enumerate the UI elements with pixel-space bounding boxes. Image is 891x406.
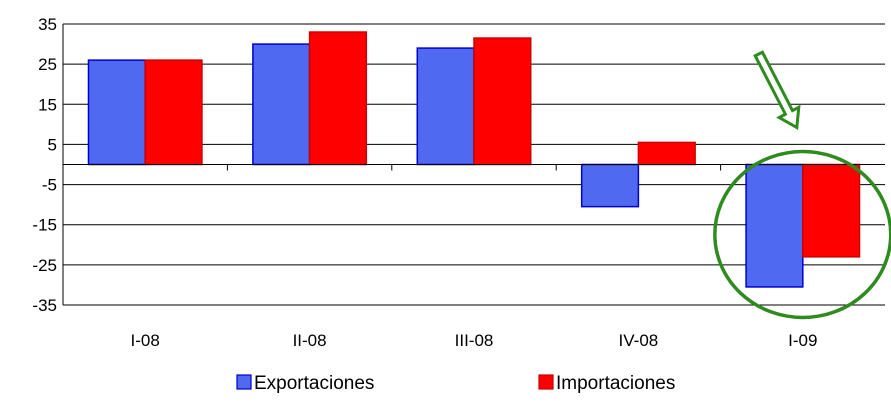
y-tick-label: 15: [38, 95, 57, 114]
bar-importaciones-I-09: [802, 163, 861, 258]
x-tick-label: III-08: [455, 331, 494, 350]
y-tick-label: -5: [42, 176, 57, 195]
bar-importaciones-IV-08: [637, 141, 696, 166]
y-tick-label: 5: [48, 135, 57, 154]
bar-importaciones-I-08: [144, 59, 203, 166]
y-axis-tick-labels: 35 25 15 5 -5 -15 -25 -35: [32, 15, 57, 315]
bar-exportaciones-I-08: [87, 59, 146, 166]
x-axis-tick-labels: I-08 II-08 III-08 IV-08 I-09: [131, 331, 818, 350]
y-tick-label: 35: [38, 15, 57, 34]
legend-swatch-exportaciones: [236, 374, 252, 390]
x-tick-label: I-08: [131, 331, 160, 350]
x-tick-label: I-09: [788, 331, 817, 350]
bar-exportaciones-II-08: [252, 43, 311, 166]
bars-group: [87, 31, 861, 288]
bar-importaciones-III-08: [473, 37, 532, 166]
axes-group: [62, 24, 885, 305]
legend-label-importaciones: Importaciones: [556, 373, 675, 394]
y-tick-label: -25: [32, 256, 57, 275]
bar-importaciones-II-08: [308, 31, 368, 166]
legend-label-exportaciones: Exportaciones: [254, 373, 374, 394]
arrow-icon: [753, 50, 801, 130]
y-tick-label: 25: [38, 55, 57, 74]
legend: Exportaciones Importaciones: [236, 373, 675, 394]
x-tick-label: II-08: [293, 331, 327, 350]
bar-exportaciones-I-09: [745, 163, 804, 288]
y-tick-label: -35: [32, 296, 57, 315]
bar-exportaciones-III-08: [416, 47, 475, 166]
y-tick-label: -15: [32, 216, 57, 235]
legend-swatch-importaciones: [538, 374, 554, 390]
x-tick-label: IV-08: [619, 331, 659, 350]
bar-exportaciones-IV-08: [580, 163, 640, 208]
